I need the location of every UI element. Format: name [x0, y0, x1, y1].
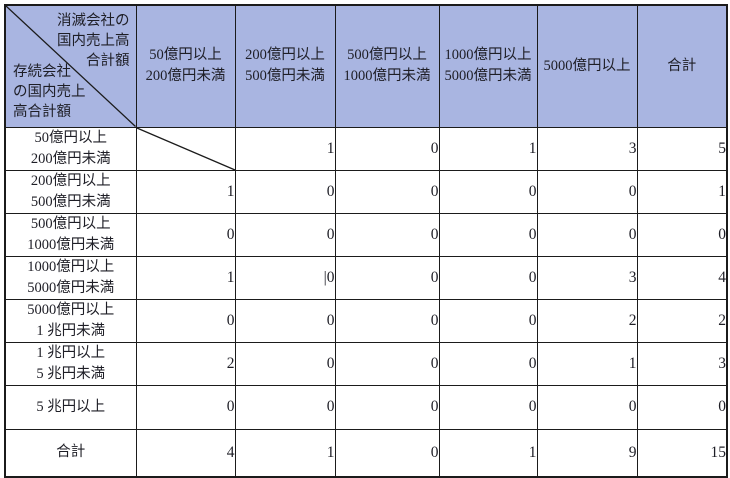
total-cell: 1: [234, 428, 336, 478]
data-cell: 2: [536, 298, 638, 343]
data-cell: 3: [536, 126, 638, 171]
data-cell: 0: [438, 298, 538, 343]
row-label-200-500oku: 200億円以上 500億円未満: [4, 169, 137, 214]
data-cell: 0: [438, 384, 538, 430]
data-cell: 0: [135, 384, 236, 430]
data-cell: 0: [334, 212, 440, 257]
table-row: 5000億円以上 1 兆円未満 0 0 0 0 2 2: [4, 298, 728, 343]
data-cell: 1: [536, 341, 638, 386]
table-row: 1 兆円以上 5 兆円未満 2 0 0 0 1 3: [4, 341, 728, 386]
data-cell: 0: [234, 341, 336, 386]
row-label-50-200oku: 50億円以上 200億円未満: [4, 126, 137, 171]
col-header-200-500oku: 200億円以上 500億円未満: [234, 4, 336, 128]
corner-diagonal-line: [6, 6, 136, 127]
data-cell-row-total: 4: [636, 255, 728, 300]
col-header-1000-5000oku: 1000億円以上 5000億円未満: [438, 4, 538, 128]
data-cell: 0: [438, 212, 538, 257]
data-cell: 0: [334, 298, 440, 343]
row-label-1000-5000oku: 1000億円以上 5000億円未満: [4, 255, 137, 300]
data-cell: 0: [536, 212, 638, 257]
row-label-5000oku-1cho: 5000億円以上 1 兆円未満: [4, 298, 137, 343]
col-header-50-200oku: 50億円以上 200億円未満: [135, 4, 236, 128]
data-cell: 1: [234, 126, 336, 171]
cell-diagonal-line: [137, 128, 235, 170]
data-cell: 1: [135, 255, 236, 300]
col-header-total: 合計: [636, 4, 728, 128]
row-label-total: 合計: [4, 428, 137, 478]
table-row: 50億円以上 200億円未満 1 0 1 3 5: [4, 126, 728, 171]
row-label-1cho-5cho: 1 兆円以上 5 兆円未満: [4, 341, 137, 386]
total-row: 合計 4 1 0 1 9 15: [4, 428, 728, 478]
data-cell: 0: [334, 169, 440, 214]
row-label-500-1000oku: 500億円以上 1000億円未満: [4, 212, 137, 257]
data-cell-row-total: 1: [636, 169, 728, 214]
table-row: 5 兆円以上 0 0 0 0 0 0: [4, 384, 728, 430]
data-cell-with-cursor-artifact: |0: [234, 255, 336, 300]
data-cell: 0: [536, 169, 638, 214]
col-header-500-1000oku: 500億円以上 1000億円未満: [334, 4, 440, 128]
data-cell: 0: [334, 255, 440, 300]
total-cell: 4: [135, 428, 236, 478]
table-row: 500億円以上 1000億円未満 0 0 0 0 0 0: [4, 212, 728, 257]
data-cell: 0: [234, 298, 336, 343]
data-cell: 0: [438, 169, 538, 214]
data-cell: 0: [334, 126, 440, 171]
data-cell: 0: [536, 384, 638, 430]
data-cell-row-total: 5: [636, 126, 728, 171]
data-cell: 0: [334, 341, 440, 386]
data-cell: 0: [234, 384, 336, 430]
data-cell: 1: [438, 126, 538, 171]
total-cell: 1: [438, 428, 538, 478]
data-cell: 0: [438, 341, 538, 386]
grand-total-cell: 15: [636, 428, 728, 478]
table-row: 200億円以上 500億円未満 1 0 0 0 0 1: [4, 169, 728, 214]
data-cell-row-total: 0: [636, 212, 728, 257]
header-row: 消滅会社の 国内売上高 合計額 存続会社 の国内売上 高合計額 50億円以上 2…: [4, 4, 728, 128]
corner-col-axis-label: 消滅会社の 国内売上高 合計額: [57, 13, 130, 69]
data-cell-struck: [135, 126, 236, 171]
data-cell: 0: [334, 384, 440, 430]
data-cell: 0: [438, 255, 538, 300]
data-cell: 0: [234, 169, 336, 214]
data-cell-row-total: 2: [636, 298, 728, 343]
data-cell-row-total: 3: [636, 341, 728, 386]
corner-row-axis-label: 存続会社 の国内売上 高合計額: [13, 63, 86, 120]
sales-cross-tab-table: 消滅会社の 国内売上高 合計額 存続会社 の国内売上 高合計額 50億円以上 2…: [4, 4, 728, 478]
total-cell: 0: [334, 428, 440, 478]
col-header-5000oku-plus: 5000億円以上: [536, 4, 638, 128]
table-row: 1000億円以上 5000億円未満 1 |0 0 0 3 4: [4, 255, 728, 300]
corner-cell: 消滅会社の 国内売上高 合計額 存続会社 の国内売上 高合計額: [4, 4, 137, 128]
data-cell-row-total: 0: [636, 384, 728, 430]
total-cell: 9: [536, 428, 638, 478]
data-cell: 3: [536, 255, 638, 300]
data-cell: 0: [234, 212, 336, 257]
row-label-5cho-plus: 5 兆円以上: [4, 384, 137, 430]
data-cell: 2: [135, 341, 236, 386]
data-cell: 1: [135, 169, 236, 214]
data-cell: 0: [135, 212, 236, 257]
data-cell: 0: [135, 298, 236, 343]
